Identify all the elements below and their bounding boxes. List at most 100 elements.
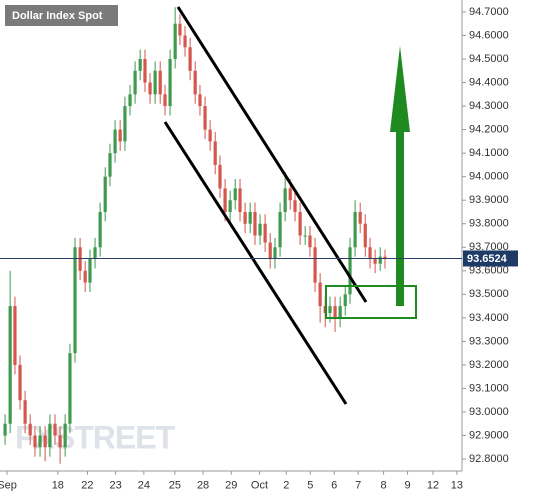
candle-body bbox=[53, 423, 57, 436]
candle-body bbox=[8, 306, 12, 424]
candle-body bbox=[143, 59, 147, 83]
candle-body bbox=[188, 47, 192, 71]
candle-body bbox=[363, 223, 367, 248]
x-tick-label: 18 bbox=[52, 480, 64, 492]
candle-body bbox=[3, 423, 7, 436]
x-tick-label: Sep bbox=[0, 480, 17, 492]
candle-body bbox=[148, 82, 152, 95]
y-tick-label: 93.0000 bbox=[469, 406, 509, 418]
y-tick-label: 93.8000 bbox=[469, 218, 509, 230]
candle-body bbox=[293, 200, 297, 212]
y-tick-label: 94.3000 bbox=[469, 100, 509, 112]
candle-body bbox=[138, 59, 142, 71]
x-tick-label: 24 bbox=[138, 480, 150, 492]
highlight-box bbox=[325, 285, 417, 319]
x-tick-label: 23 bbox=[110, 480, 122, 492]
candle-body bbox=[253, 211, 257, 236]
candle-body bbox=[213, 141, 217, 165]
candle-body bbox=[28, 423, 32, 436]
y-tick-label: 93.5000 bbox=[469, 288, 509, 300]
x-tick-label: 12 bbox=[427, 480, 439, 492]
candle-body bbox=[353, 211, 357, 248]
candle-body bbox=[248, 211, 252, 224]
y-tick-label: 93.2000 bbox=[469, 359, 509, 371]
x-tick-label: 7 bbox=[355, 480, 361, 492]
candle-body bbox=[183, 35, 187, 48]
candle-body bbox=[198, 94, 202, 107]
candle-body bbox=[273, 247, 277, 260]
candle-body bbox=[158, 70, 162, 95]
x-tick-label: 5 bbox=[307, 480, 313, 492]
y-tick-label: 93.7000 bbox=[469, 241, 509, 253]
x-tick-label: 22 bbox=[81, 480, 93, 492]
candle-body bbox=[348, 247, 352, 295]
candle-body bbox=[163, 94, 167, 107]
candle-body bbox=[233, 188, 237, 201]
candle-body bbox=[243, 211, 247, 224]
candle-body bbox=[288, 188, 292, 201]
candle-body bbox=[13, 306, 17, 365]
candle-body bbox=[153, 70, 157, 95]
x-tick-label: 28 bbox=[197, 480, 209, 492]
x-tick-label: 8 bbox=[381, 480, 387, 492]
candle-body bbox=[88, 259, 92, 283]
candle-body bbox=[123, 106, 127, 142]
candle-body bbox=[173, 23, 177, 60]
last-price-box bbox=[463, 250, 518, 267]
candle-body bbox=[373, 259, 377, 264]
candle-body bbox=[378, 256, 382, 264]
y-tick-label: 94.4000 bbox=[469, 76, 509, 88]
candle-body bbox=[218, 164, 222, 189]
candle-body bbox=[128, 94, 132, 107]
x-tick-label: 6 bbox=[331, 480, 337, 492]
candle-body bbox=[108, 153, 112, 177]
candle-body bbox=[33, 435, 37, 448]
x-tick-label: 25 bbox=[169, 480, 181, 492]
candle-body bbox=[48, 423, 52, 448]
candle-body bbox=[238, 188, 242, 212]
candle-body bbox=[98, 211, 102, 248]
candle-body bbox=[223, 188, 227, 212]
candle-body bbox=[358, 211, 362, 224]
candle-body bbox=[118, 129, 122, 142]
candle-body bbox=[43, 435, 47, 448]
candle-body bbox=[58, 435, 62, 448]
y-tick-label: 92.9000 bbox=[469, 429, 509, 441]
candle-body bbox=[368, 247, 372, 260]
candle-body bbox=[328, 306, 332, 314]
candle-body bbox=[63, 423, 67, 448]
candle-body bbox=[38, 435, 42, 448]
candle-body bbox=[308, 235, 312, 248]
candle-body bbox=[313, 247, 317, 283]
candle-body bbox=[228, 200, 232, 212]
y-tick-label: 93.9000 bbox=[469, 194, 509, 206]
x-tick-label: 13 bbox=[451, 480, 463, 492]
x-tick-label: 29 bbox=[225, 480, 237, 492]
candle-body bbox=[113, 129, 117, 154]
y-tick-label: 92.8000 bbox=[469, 453, 509, 465]
candle-body bbox=[168, 59, 172, 107]
candle-body bbox=[193, 70, 197, 95]
y-tick-label: 94.6000 bbox=[469, 29, 509, 41]
x-tick-label: 9 bbox=[405, 480, 411, 492]
watermark: FXSTREET bbox=[15, 419, 176, 455]
chart-title: Dollar Index Spot bbox=[12, 10, 103, 22]
x-tick-label: Oct bbox=[251, 480, 268, 492]
title-box bbox=[5, 5, 118, 26]
candle-body bbox=[103, 176, 107, 212]
y-tick-label: 94.0000 bbox=[469, 171, 509, 183]
candle-body bbox=[278, 211, 282, 248]
candle-body bbox=[178, 23, 182, 36]
candle-body bbox=[338, 306, 342, 318]
candle-body bbox=[298, 211, 302, 236]
y-tick-label: 94.5000 bbox=[469, 53, 509, 65]
y-tick-label: 94.1000 bbox=[469, 147, 509, 159]
candle-body bbox=[73, 247, 77, 354]
candle-body bbox=[93, 247, 97, 260]
channel-upper bbox=[176, 6, 368, 303]
y-tick-label: 94.2000 bbox=[469, 124, 509, 136]
arrow-shaft bbox=[396, 130, 404, 306]
y-tick-label: 93.4000 bbox=[469, 312, 509, 324]
candle-body bbox=[268, 242, 272, 260]
candle-body bbox=[343, 294, 347, 307]
